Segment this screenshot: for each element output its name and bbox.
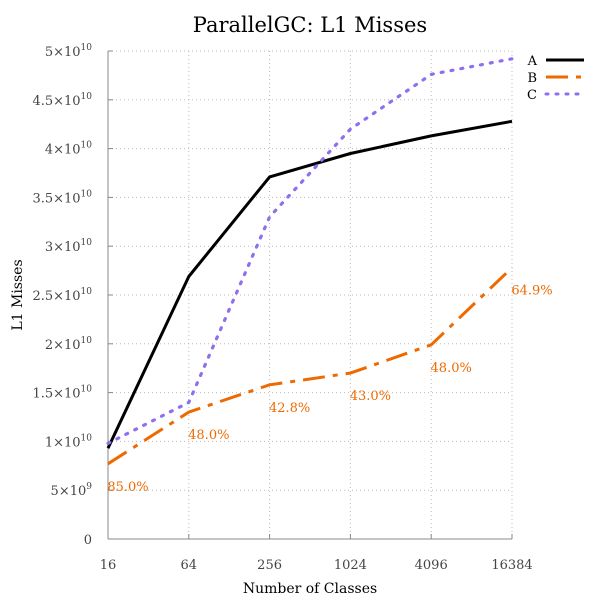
- series-line-b: [107, 266, 514, 466]
- x-axis-label: Number of Classes: [243, 581, 377, 597]
- series-line-a: [106, 119, 513, 449]
- x-tick-label: 256: [257, 558, 282, 573]
- data-label: 43.0%: [350, 389, 391, 404]
- data-label: 85.0%: [107, 480, 148, 495]
- y-tick-label: 5×1010: [45, 43, 92, 60]
- y-tick-label: 2.5×1010: [32, 287, 92, 304]
- y-tick-label: 5×109: [51, 482, 93, 499]
- legend-label-c: C: [527, 88, 537, 103]
- chart-title: ParallelGC: L1 Misses: [193, 13, 427, 37]
- y-tick-label: 3×1010: [45, 238, 92, 255]
- y-tick-label: 1×1010: [45, 433, 92, 450]
- data-label: 42.8%: [269, 401, 310, 416]
- axes: 16 64 256 1024 4096 16384 0 5×109 1×1010 1.5×1010…: [32, 43, 532, 573]
- y-tick-label: 4×1010: [45, 141, 92, 158]
- series-line-c: [106, 57, 514, 445]
- x-tick-label: 4096: [415, 558, 448, 573]
- x-tick-label: 64: [181, 558, 198, 573]
- series: [106, 57, 514, 466]
- y-tick-label: 1.5×1010: [32, 385, 92, 402]
- x-tick-label: 16384: [491, 558, 532, 573]
- data-label: 64.9%: [511, 284, 552, 299]
- x-tick-label: 16: [100, 558, 117, 573]
- legend: ABC: [527, 54, 586, 103]
- legend-label-a: A: [527, 54, 538, 69]
- x-tick-label: 1024: [334, 558, 367, 573]
- grid: [108, 50, 513, 539]
- data-label: 48.0%: [188, 428, 229, 443]
- y-tick-label: 0: [84, 533, 92, 548]
- legend-label-b: B: [527, 71, 537, 86]
- data-label: 48.0%: [431, 361, 472, 376]
- y-tick-label: 3.5×1010: [32, 189, 92, 206]
- y-axis-label: L1 Misses: [10, 259, 26, 330]
- y-tick-label: 2×1010: [45, 336, 92, 353]
- y-tick-label: 4.5×1010: [32, 92, 92, 109]
- data-labels: 85.0% 48.0% 42.8% 43.0% 48.0% 64.9%: [107, 284, 552, 495]
